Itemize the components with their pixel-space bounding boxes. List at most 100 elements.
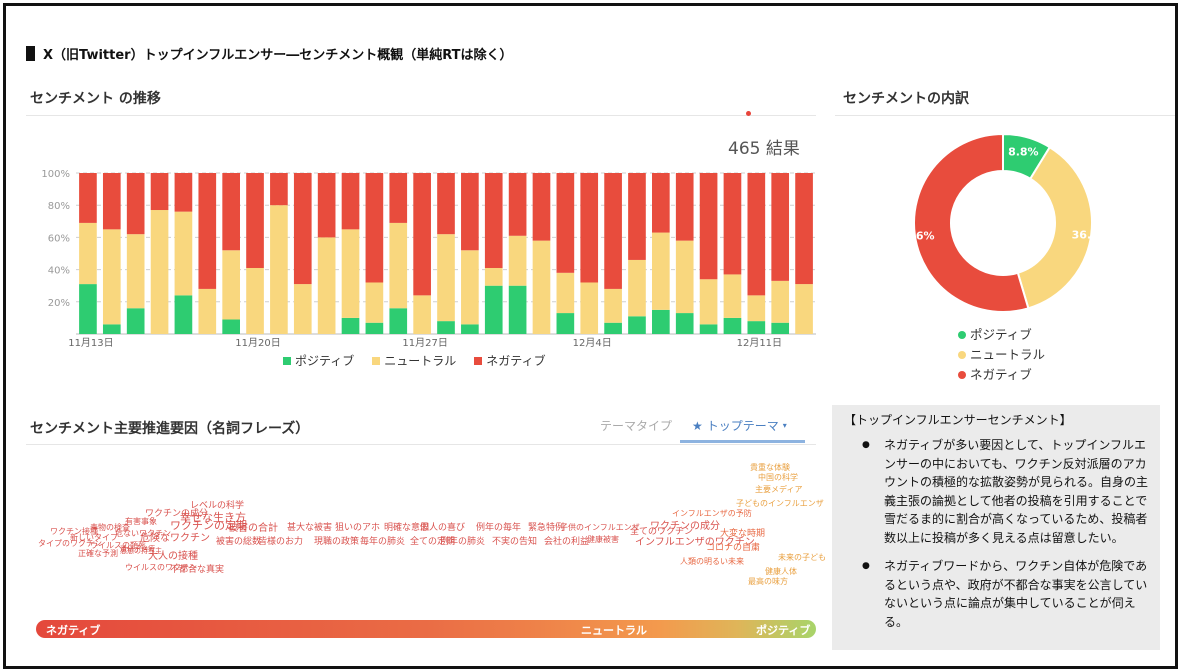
bar-segment[interactable] (293, 173, 312, 285)
bar-segment[interactable] (747, 295, 766, 322)
bar-segment[interactable] (79, 222, 97, 285)
bar-segment[interactable] (723, 173, 742, 275)
bar-segment[interactable] (437, 173, 455, 235)
bar-segment[interactable] (246, 173, 264, 268)
bar-segment[interactable] (102, 324, 121, 334)
cloud-word[interactable]: ワクチンの定期 (170, 519, 247, 532)
bar-segment[interactable] (628, 259, 646, 317)
cloud-word[interactable]: 健康人体 (765, 567, 797, 576)
bar-segment[interactable] (365, 282, 384, 323)
donut-legend-negative[interactable]: ネガティブ (958, 365, 1045, 385)
bar-segment[interactable] (771, 322, 790, 334)
bar-segment[interactable] (604, 173, 622, 289)
cloud-word[interactable]: 狙いのアホ (335, 523, 381, 533)
bar-segment[interactable] (222, 250, 240, 320)
tab-top-theme[interactable]: ★ トップテーマ ▾ (692, 417, 787, 434)
cloud-word[interactable]: 人類の明るい未来 (680, 557, 744, 566)
cloud-word[interactable]: ワクチン接種 (50, 527, 98, 536)
bar-segment[interactable] (126, 234, 145, 309)
cloud-word[interactable]: 会社の利益 (544, 537, 590, 547)
bar-segment[interactable] (341, 229, 360, 318)
cloud-word[interactable]: 甚大な被害 (287, 523, 333, 533)
bar-segment[interactable] (652, 232, 670, 310)
cloud-word[interactable]: 毎年の肺炎 (360, 537, 406, 547)
donut-slice[interactable] (913, 135, 1030, 313)
cloud-word[interactable]: 緊急特例 (528, 523, 565, 533)
cloud-word[interactable]: 不実の告知 (492, 537, 538, 547)
cloud-word[interactable]: 明確な意思 (384, 523, 430, 533)
bar-segment[interactable] (437, 321, 455, 334)
bar-segment[interactable] (580, 173, 599, 283)
cloud-word[interactable]: 現職の政策 (314, 537, 360, 547)
cloud-word[interactable]: コロナの自粛 (706, 543, 761, 553)
bar-segment[interactable] (79, 173, 97, 223)
bar-segment[interactable] (413, 173, 431, 296)
bar-segment[interactable] (604, 322, 622, 334)
bar-segment[interactable] (699, 279, 718, 325)
cloud-word[interactable]: インフルエンザの予防 (672, 509, 752, 518)
cloud-word[interactable]: 毒物の検査 (90, 523, 130, 532)
bar-segment[interactable] (461, 324, 479, 334)
bar-segment[interactable] (604, 288, 622, 323)
cloud-word[interactable]: 被害の合計 (228, 523, 278, 534)
cloud-word[interactable]: ワクチンの成分 (145, 509, 209, 519)
bar-segment[interactable] (484, 285, 503, 334)
bar-segment[interactable] (79, 284, 97, 334)
cloud-word[interactable]: 個人の喜び (420, 523, 466, 533)
bar-segment[interactable] (508, 173, 527, 236)
bar-segment[interactable] (317, 173, 336, 238)
cloud-word[interactable]: 子供のインフルエンザ (560, 523, 640, 532)
bar-segment[interactable] (389, 308, 408, 334)
cloud-word[interactable]: 主要メディア (755, 485, 803, 494)
cloud-word[interactable]: 大変な時期 (720, 529, 766, 539)
bar-segment[interactable] (150, 173, 169, 211)
bar-segment[interactable] (150, 210, 169, 334)
cloud-word[interactable]: 正確な予測 (78, 549, 118, 558)
bar-segment[interactable] (675, 173, 694, 241)
bar-segment[interactable] (484, 267, 503, 286)
bar-segment[interactable] (795, 284, 813, 334)
cloud-word[interactable]: 全てのワクチン (630, 527, 694, 537)
legend-neutral[interactable]: ニュートラル (372, 352, 456, 369)
bar-segment[interactable] (508, 285, 527, 334)
bar-segment[interactable] (723, 274, 742, 318)
bar-segment[interactable] (795, 173, 813, 285)
bar-segment[interactable] (461, 173, 479, 251)
bar-segment[interactable] (508, 235, 527, 286)
bar-segment[interactable] (341, 317, 360, 334)
bar-segment[interactable] (413, 295, 431, 334)
cloud-word[interactable]: 不都合な真実 (170, 565, 225, 575)
cloud-word[interactable]: 全ての定期 (410, 537, 456, 547)
bar-segment[interactable] (699, 324, 718, 334)
bar-segment[interactable] (293, 284, 312, 334)
cloud-word[interactable]: 貴重な体験 (750, 463, 790, 472)
bar-segment[interactable] (174, 295, 193, 334)
cloud-word[interactable]: 最高の味方 (748, 577, 788, 586)
bar-segment[interactable] (198, 288, 217, 334)
bar-segment[interactable] (675, 240, 694, 314)
bar-segment[interactable] (628, 173, 646, 260)
bar-segment[interactable] (270, 205, 288, 334)
cloud-word[interactable]: 危険なワクチン (140, 533, 210, 544)
bar-segment[interactable] (580, 282, 599, 334)
cloud-word[interactable]: レベルの科学 (190, 501, 245, 511)
bar-segment[interactable] (461, 250, 479, 325)
cloud-word[interactable]: 例年の肺炎 (440, 537, 486, 547)
bar-segment[interactable] (484, 173, 503, 268)
bar-segment[interactable] (246, 267, 264, 334)
bar-segment[interactable] (126, 173, 145, 235)
bar-segment[interactable] (556, 272, 575, 314)
cloud-word[interactable]: ワクチンの成分 (650, 521, 720, 532)
bar-segment[interactable] (270, 173, 288, 206)
bar-segment[interactable] (723, 317, 742, 334)
cloud-word[interactable]: 遺伝子治療 (120, 545, 155, 553)
bar-segment[interactable] (174, 173, 193, 212)
tab-theme-type[interactable]: テーマタイプ (600, 419, 673, 433)
donut-slice[interactable] (1016, 145, 1093, 310)
bar-segment[interactable] (365, 173, 384, 283)
bar-segment[interactable] (389, 173, 408, 223)
bar-segment[interactable] (699, 173, 718, 280)
cloud-word[interactable]: 中国の科学 (758, 473, 798, 482)
cloud-word[interactable]: ウイルスのワクチン (125, 563, 197, 572)
bar-segment[interactable] (652, 173, 670, 233)
